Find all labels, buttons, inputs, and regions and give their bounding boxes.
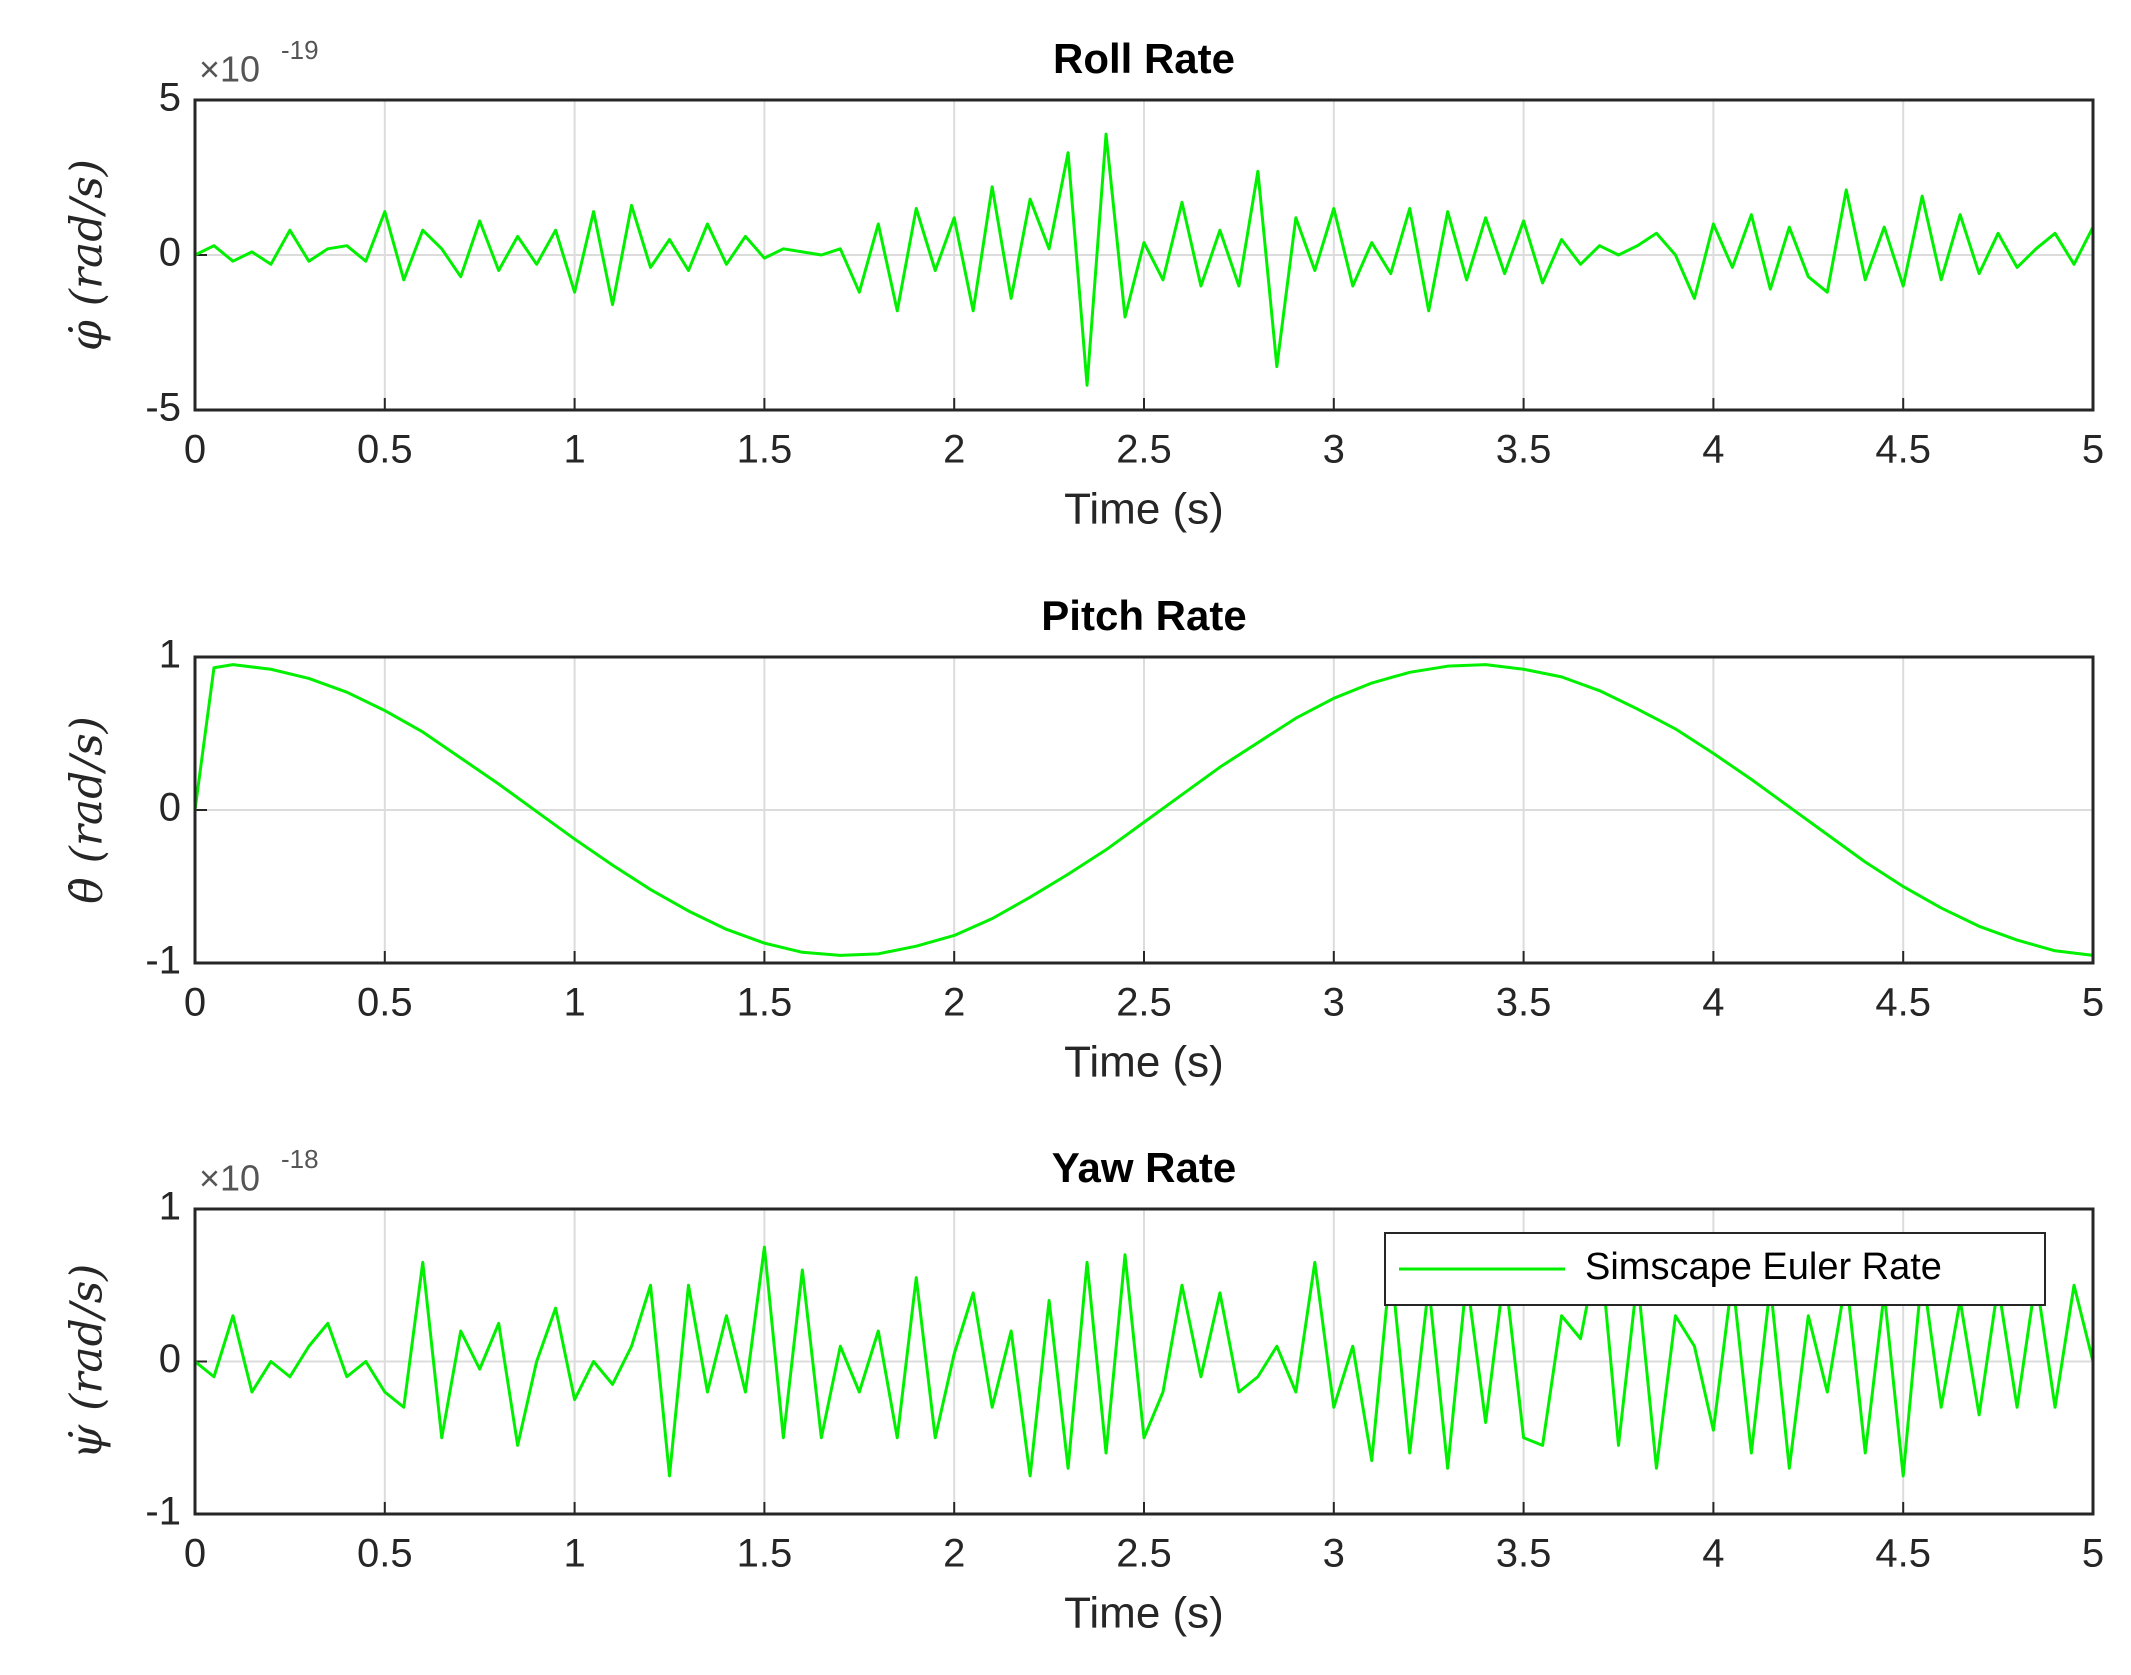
x-tick-label: 0	[184, 981, 206, 1025]
x-axis-label: Time (s)	[1064, 1038, 1224, 1087]
x-tick-label: 2.5	[1116, 428, 1172, 472]
x-tick-label: 1.5	[737, 428, 793, 472]
y-tick-label: -1	[145, 939, 181, 983]
axes-box	[193, 655, 2095, 965]
x-tick-label: 4.5	[1875, 981, 1931, 1025]
y-axis-label: θ̇ (rad/s)	[62, 716, 113, 904]
axis-multiplier: ×10	[199, 49, 260, 90]
y-axis-label: φ̇ (rad/s)	[62, 159, 113, 351]
x-tick-label: 0.5	[357, 428, 413, 472]
x-tick-label: 3.5	[1496, 428, 1552, 472]
chart-title: Yaw Rate	[1052, 1144, 1236, 1191]
x-tick-label: 2	[943, 981, 965, 1025]
y-tick-label: 1	[159, 1185, 181, 1229]
x-tick-label: 0	[184, 1532, 206, 1576]
x-tick-label: 4	[1702, 981, 1724, 1025]
axis-exponent: -19	[281, 35, 319, 65]
x-tick-label: 4.5	[1875, 428, 1931, 472]
y-tick-label: 1	[159, 633, 181, 677]
x-tick-label: 1.5	[737, 1532, 793, 1576]
axes-box	[193, 1207, 2095, 1516]
x-tick-label: 3.5	[1496, 1532, 1552, 1576]
x-tick-label: 4.5	[1875, 1532, 1931, 1576]
x-tick-label: 3	[1323, 1532, 1345, 1576]
data-line	[194, 132, 2095, 387]
y-tick-label: -1	[145, 1490, 181, 1534]
chart-title: Roll Rate	[1053, 35, 1235, 82]
y-axis-label: ψ̇ (rad/s)	[62, 1264, 113, 1460]
y-tick-label: 0	[159, 786, 181, 830]
x-tick-label: 5	[2082, 428, 2104, 472]
x-tick-label: 1	[563, 1532, 585, 1576]
x-tick-label: 5	[2082, 981, 2104, 1025]
y-tick-label: -5	[145, 386, 181, 430]
chart-title: Pitch Rate	[1041, 592, 1246, 639]
x-tick-label: 4	[1702, 428, 1724, 472]
x-tick-label: 2	[943, 1532, 965, 1576]
y-tick-label: 0	[159, 1337, 181, 1381]
x-tick-label: 5	[2082, 1532, 2104, 1576]
legend: Simscape Euler Rate	[1384, 1232, 2046, 1306]
y-tick-label: 5	[159, 76, 181, 120]
x-axis-label: Time (s)	[1064, 1589, 1224, 1638]
data-line	[193, 663, 2094, 957]
x-tick-label: 1	[563, 981, 585, 1025]
x-tick-label: 0	[184, 428, 206, 472]
x-tick-label: 1	[563, 428, 585, 472]
x-axis-label: Time (s)	[1064, 485, 1224, 534]
x-tick-label: 0.5	[357, 1532, 413, 1576]
x-tick-label: 0.5	[357, 981, 413, 1025]
x-tick-label: 1.5	[737, 981, 793, 1025]
x-tick-label: 3.5	[1496, 981, 1552, 1025]
legend-label: Simscape Euler Rate	[1585, 1246, 1942, 1288]
axis-multiplier: ×10	[199, 1158, 260, 1199]
x-tick-label: 2	[943, 428, 965, 472]
axis-exponent: -18	[281, 1144, 319, 1174]
data-line	[194, 1238, 2095, 1478]
x-tick-label: 2.5	[1116, 981, 1172, 1025]
axes-box	[193, 98, 2095, 412]
y-tick-label: 0	[159, 231, 181, 275]
x-tick-label: 4	[1702, 1532, 1724, 1576]
x-tick-label: 3	[1323, 981, 1345, 1025]
x-tick-label: 2.5	[1116, 1532, 1172, 1576]
x-tick-label: 3	[1323, 428, 1345, 472]
